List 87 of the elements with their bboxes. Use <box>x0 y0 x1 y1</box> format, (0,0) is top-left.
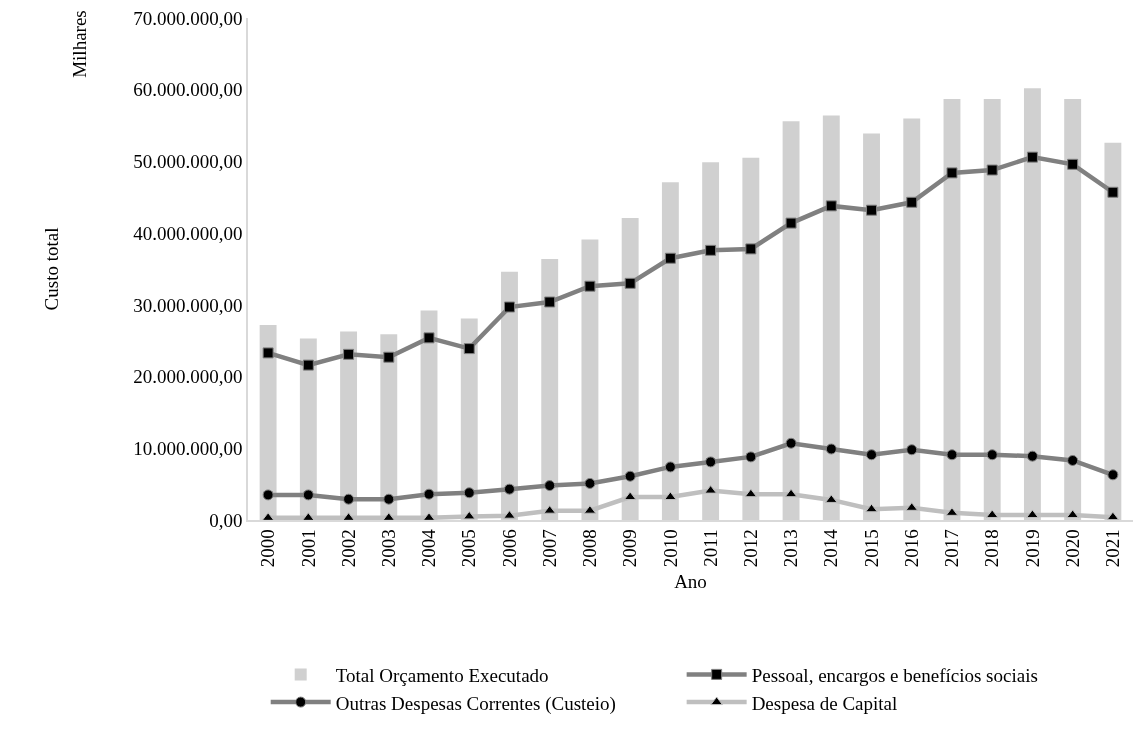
x-tick-label: 2005 <box>458 529 480 568</box>
point <box>986 164 998 176</box>
point <box>705 456 717 468</box>
point <box>624 277 636 289</box>
y-tick-label: 40.000.000,00 <box>133 222 243 244</box>
x-tick-label: 2014 <box>820 528 842 568</box>
point <box>906 444 918 456</box>
point <box>423 488 435 500</box>
y-tick-label: 20.000.000,00 <box>133 366 243 388</box>
point <box>1067 454 1079 466</box>
point <box>705 244 717 256</box>
point <box>544 480 556 492</box>
point <box>1067 158 1079 170</box>
x-tick-label: 2007 <box>538 529 560 568</box>
point <box>744 488 758 498</box>
x-tick-label: 2008 <box>579 529 601 568</box>
point <box>423 332 435 344</box>
y-tick-label: 70.000.000,00 <box>133 7 243 29</box>
x-tick-label: 2009 <box>619 529 641 568</box>
point <box>624 470 636 482</box>
point <box>664 252 676 264</box>
point <box>383 351 395 363</box>
point <box>584 280 596 292</box>
x-tick-label: 2013 <box>780 529 802 568</box>
point <box>262 347 274 359</box>
point <box>906 196 918 208</box>
point <box>866 204 878 216</box>
y-tick-label: 50.000.000,00 <box>133 151 243 173</box>
x-tick-label: 2004 <box>418 528 440 568</box>
point <box>463 343 475 355</box>
legend-label: Pessoal, encargos e benefícios sociais <box>751 664 1038 686</box>
x-tick-label: 2000 <box>257 529 279 568</box>
point <box>664 461 676 473</box>
point <box>866 449 878 461</box>
y-tick-label: 30.000.000,00 <box>133 294 243 316</box>
x-tick-label: 2003 <box>377 529 399 568</box>
point <box>745 451 757 463</box>
point <box>784 488 798 498</box>
point <box>825 200 837 212</box>
point <box>383 493 395 505</box>
point <box>986 449 998 461</box>
point <box>463 487 475 499</box>
point <box>1107 186 1119 198</box>
x-tick-label: 2002 <box>337 529 359 568</box>
x-tick-label: 2019 <box>1021 529 1043 568</box>
y-tick-label: 0,00 <box>209 509 243 531</box>
point <box>302 489 314 501</box>
y-tick-label: 10.000.000,00 <box>133 437 243 459</box>
x-tick-label: 2017 <box>941 529 963 568</box>
point <box>623 491 637 501</box>
x-tick-label: 2012 <box>740 529 762 568</box>
point <box>1026 450 1038 462</box>
y-axis-title: Custo total <box>40 227 62 311</box>
point <box>503 483 515 495</box>
legend-label: Despesa de Capital <box>751 692 898 714</box>
point <box>544 296 556 308</box>
x-tick-label: 2015 <box>860 529 882 568</box>
point <box>343 348 355 360</box>
x-tick-label: 2018 <box>981 529 1003 568</box>
point <box>946 449 958 461</box>
point <box>302 359 314 371</box>
point <box>1107 469 1119 481</box>
legend-label: Outras Despesas Correntes (Custeio) <box>335 692 616 715</box>
point <box>785 437 797 449</box>
point <box>946 167 958 179</box>
point <box>584 477 596 489</box>
x-tick-label: 2016 <box>900 529 922 568</box>
point <box>1026 151 1038 163</box>
point <box>664 491 677 501</box>
x-tick-label: 2006 <box>498 529 520 568</box>
point <box>262 489 274 501</box>
point <box>343 493 355 505</box>
point <box>825 443 837 455</box>
point <box>745 243 757 255</box>
x-tick-label: 2011 <box>699 529 721 567</box>
point <box>503 301 515 313</box>
text: Milhares <box>68 10 90 78</box>
y-tick-label: 60.000.000,00 <box>133 79 243 101</box>
point <box>865 503 878 513</box>
x-axis-title: Ano <box>674 570 707 592</box>
x-tick-label: 2021 <box>1102 529 1124 568</box>
point <box>785 217 797 229</box>
legend-label: Total Orçamento Executado <box>335 664 549 686</box>
x-tick-label: 2001 <box>297 529 319 568</box>
point <box>462 510 476 520</box>
x-tick-label: 2010 <box>659 529 681 568</box>
x-tick-label: 2020 <box>1061 529 1083 568</box>
